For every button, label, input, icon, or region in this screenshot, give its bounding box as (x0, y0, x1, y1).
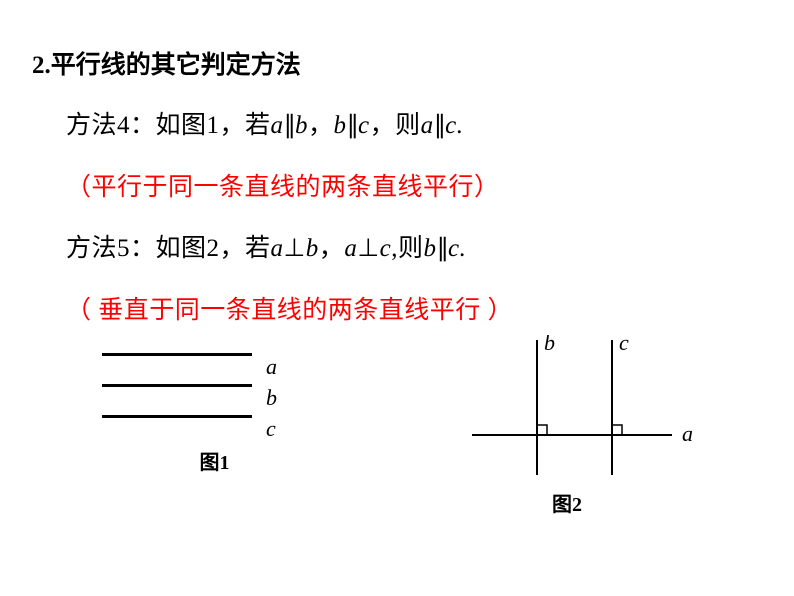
text-comma: ， (308, 112, 334, 139)
fig2-svg: b c a (472, 335, 702, 485)
var-c: c. (448, 235, 466, 262)
parallel-line (102, 353, 252, 356)
var-c: c. (445, 112, 463, 139)
text-then: ,则 (391, 235, 423, 262)
parallel-line (102, 384, 252, 387)
fig2-label-c: c (619, 335, 629, 355)
fig1-line-a: a (102, 353, 277, 380)
figure-2: b c a (472, 335, 702, 490)
parallel-symbol: ∥ (436, 234, 448, 262)
method5-line: 方法5：如图2，若a⊥b，a⊥c,则b∥c. (66, 230, 762, 268)
var-a: a (271, 112, 284, 139)
right-angle-mark (537, 425, 547, 435)
method5-prefix: 方法5：如图2，若 (66, 235, 271, 262)
parallel-symbol: ∥ (284, 111, 296, 139)
var-a: a (271, 235, 284, 262)
section-heading: 2.平行线的其它判定方法 (32, 45, 762, 81)
perp-symbol: ⊥ (357, 235, 379, 262)
parallel-symbol: ∥ (347, 111, 359, 139)
method4-line: 方法4：如图1，若a∥b，b∥c，则a∥c. (66, 107, 762, 145)
text-then: ，则 (370, 112, 421, 139)
slide-content: 2.平行线的其它判定方法 方法4：如图1，若a∥b，b∥c，则a∥c. （平行于… (0, 0, 794, 553)
var-a: a (421, 112, 434, 139)
var-b: b (423, 235, 436, 262)
var-a: a (344, 235, 357, 262)
text-comma: ， (319, 235, 345, 262)
figures-row: a b c 图1 b c a 图2 (32, 353, 762, 553)
method4-prefix: 方法4：如图1，若 (66, 112, 271, 139)
right-angle-mark (612, 425, 622, 435)
perp-symbol: ⊥ (284, 235, 306, 262)
var-c: c (358, 112, 370, 139)
parallel-line (102, 415, 252, 418)
parallel-symbol: ∥ (434, 111, 446, 139)
note5-line: （ 垂直于同一条直线的两条直线平行 ） (66, 292, 762, 330)
var-c: c (380, 235, 392, 262)
fig2-label-a: a (682, 421, 693, 446)
line-label-b: b (266, 385, 277, 411)
fig1-caption: 图1 (152, 446, 277, 475)
fig2-caption: 图2 (552, 488, 582, 517)
line-label-c: c (266, 416, 276, 442)
fig2-label-b: b (544, 335, 555, 355)
fig1-line-b: b (102, 384, 277, 411)
var-b: b (306, 235, 319, 262)
note4-line: （平行于同一条直线的两条直线平行） (66, 169, 762, 207)
fig1-line-c: c (102, 415, 277, 442)
var-b: b (334, 112, 347, 139)
line-label-a: a (266, 354, 277, 380)
var-b: b (295, 112, 308, 139)
figure-1: a b c 图1 (102, 353, 277, 475)
